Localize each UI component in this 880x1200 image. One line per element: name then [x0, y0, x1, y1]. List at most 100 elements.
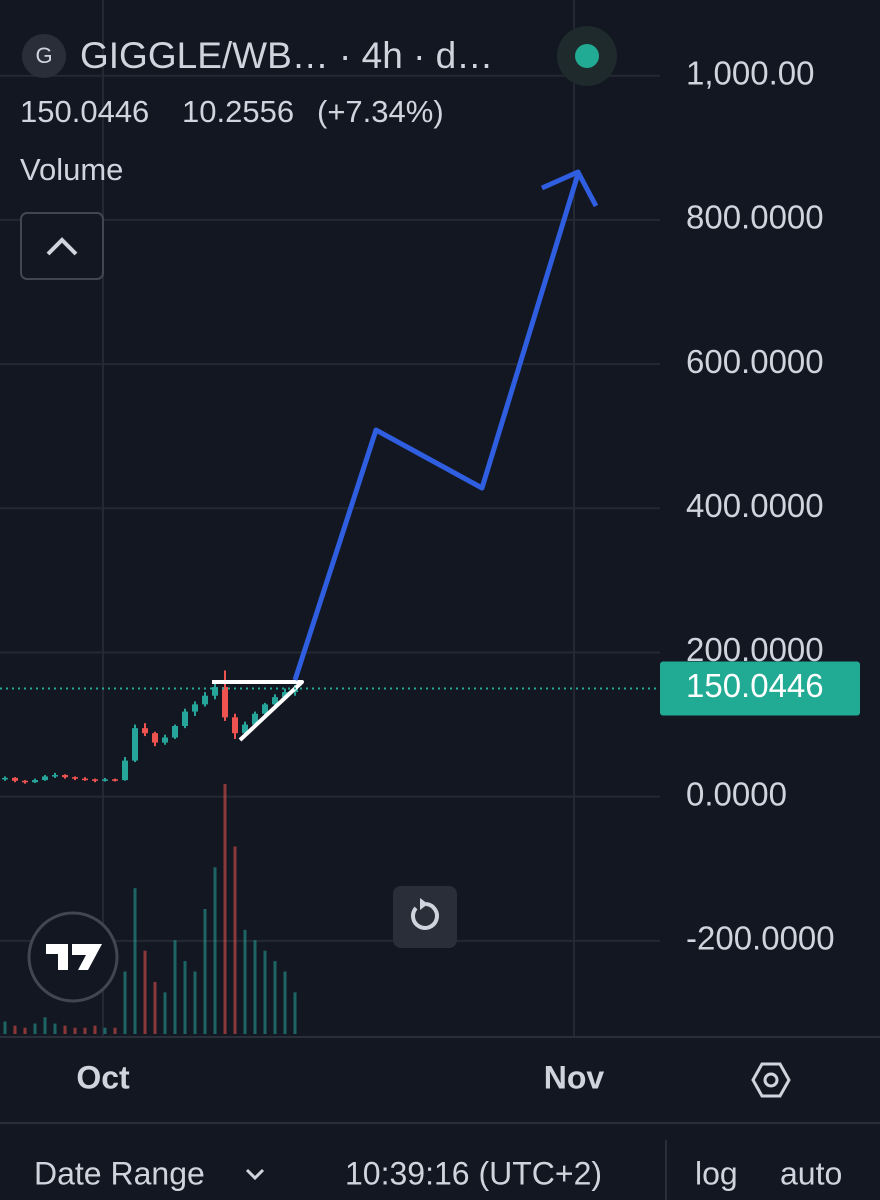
grid	[0, 74, 660, 942]
x-tick-label: Oct	[76, 1059, 130, 1095]
volume-bar	[103, 1027, 107, 1034]
candle-body	[72, 777, 78, 779]
volume-bar	[63, 1025, 67, 1034]
candle-body	[192, 704, 198, 712]
candle-body	[222, 687, 228, 718]
volume-bar	[113, 1027, 117, 1034]
volume-bar	[273, 961, 277, 1034]
last-price-badge	[660, 661, 860, 716]
volume-bar	[163, 992, 167, 1034]
symbol-icon-letter: G	[35, 43, 52, 68]
collapse-button[interactable]	[20, 212, 104, 280]
price-change: 10.2556	[182, 94, 294, 129]
tv-logo[interactable]	[27, 911, 119, 1003]
volume-bar	[213, 867, 217, 1034]
candle-body	[182, 711, 188, 726]
candle-body	[232, 717, 238, 734]
candle-body	[272, 697, 278, 705]
volume-bar	[253, 940, 257, 1034]
volume-bar	[93, 1025, 97, 1034]
y-tick-label: 1,000.00	[686, 54, 814, 91]
volume-bar	[263, 950, 267, 1034]
price-change-pct: (+7.34%)	[317, 94, 444, 129]
volume-bar	[193, 971, 197, 1034]
triangle-drawing	[212, 680, 304, 742]
clock[interactable]: 10:39:16 (UTC+2)	[345, 1155, 602, 1191]
log-toggle[interactable]: log	[695, 1155, 738, 1191]
volume-bar	[133, 888, 137, 1034]
auto-toggle[interactable]: auto	[780, 1155, 842, 1191]
y-tick-label: 400.0000	[686, 487, 824, 524]
reset-icon-arrow	[420, 898, 428, 910]
candle-body	[282, 692, 288, 698]
settings-icon[interactable]	[751, 1062, 791, 1098]
reset-icon	[410, 902, 439, 930]
volume-bar	[13, 1025, 17, 1034]
date-range-button[interactable]: Date Range	[34, 1155, 205, 1191]
volume-bar	[173, 940, 177, 1034]
volume-bar	[243, 929, 247, 1034]
volume-bar	[143, 950, 147, 1034]
volume-bar	[223, 784, 227, 1034]
indicator-label: Volume	[20, 152, 123, 187]
candle-body	[12, 777, 18, 781]
settings-circle	[763, 1072, 779, 1088]
volume-bar	[233, 846, 237, 1034]
candle-body	[252, 713, 258, 725]
symbol-icon	[22, 34, 66, 78]
volume-bar	[153, 981, 157, 1034]
volume-bar	[53, 1023, 57, 1034]
x-tick-label: Nov	[544, 1059, 605, 1095]
volume-bar	[73, 1027, 77, 1034]
candle-body	[92, 779, 98, 781]
volume-bar	[283, 971, 287, 1034]
candle-body	[2, 777, 8, 780]
settings-hex	[751, 1062, 791, 1098]
volume-bar	[83, 1027, 87, 1034]
candle-body	[22, 780, 28, 783]
volume-bar	[3, 1021, 7, 1034]
symbol-title[interactable]: GIGGLE/WB… · 4h · d…	[80, 35, 493, 76]
y-tick-label: -200.0000	[686, 920, 835, 957]
volume-bar	[203, 909, 207, 1034]
y-tick-label: 0.0000	[686, 775, 787, 812]
candle-body	[62, 775, 68, 778]
candle-body	[112, 779, 118, 781]
volume-bar	[293, 992, 297, 1034]
candle-body	[262, 704, 268, 714]
status-dot	[575, 44, 599, 68]
dropdown-icon	[245, 1168, 265, 1181]
candle-body	[212, 687, 218, 696]
y-tick-label: 800.0000	[686, 199, 824, 236]
candle-body	[52, 775, 58, 777]
candle-body	[122, 760, 128, 781]
tv-logo-mark	[46, 944, 102, 970]
last-price-label: 150.0446	[686, 667, 824, 704]
candle-body	[102, 779, 108, 781]
collapse-icon	[46, 237, 78, 256]
candle-body	[202, 695, 208, 705]
volume-bar	[43, 1017, 47, 1034]
y-tick-label: 600.0000	[686, 343, 824, 380]
candle-body	[132, 728, 138, 761]
volume-bar	[33, 1023, 37, 1034]
plot	[2, 670, 298, 1034]
candle-body	[42, 776, 48, 781]
volume-bar	[23, 1027, 27, 1034]
arrow-head	[540, 169, 599, 208]
candle-body	[32, 780, 38, 783]
candle-body	[162, 737, 168, 743]
volume-bar	[123, 971, 127, 1034]
candle-body	[142, 728, 148, 734]
candle-body	[172, 725, 178, 738]
candle-body	[82, 778, 88, 781]
last-price: 150.0446	[20, 94, 149, 129]
volume-bar	[183, 961, 187, 1034]
candle-body	[152, 733, 158, 743]
candle-body	[242, 724, 248, 734]
reset-button[interactable]	[393, 886, 457, 948]
arrow-drawing	[292, 173, 581, 681]
